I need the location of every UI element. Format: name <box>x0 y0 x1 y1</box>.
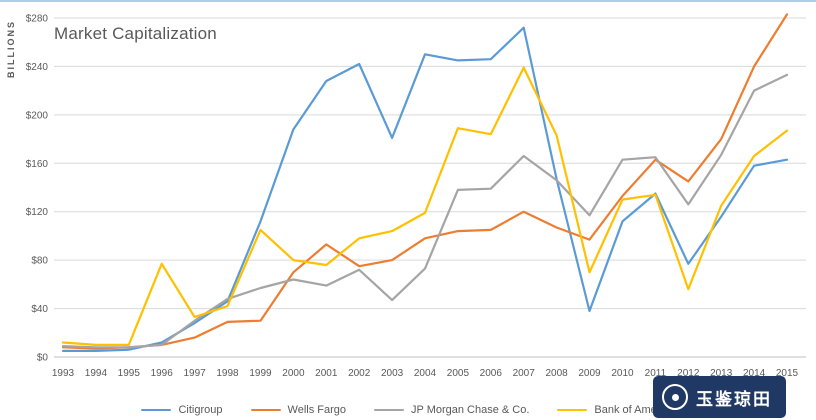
svg-text:$120: $120 <box>26 207 49 218</box>
svg-text:1995: 1995 <box>118 368 141 379</box>
top-border-line <box>0 0 816 2</box>
chart-title: Market Capitalization <box>54 24 217 43</box>
svg-text:2015: 2015 <box>776 368 799 379</box>
legend-line-citigroup <box>141 408 172 412</box>
legend-label-jp-morgan: JP Morgan Chase & Co. <box>411 404 530 416</box>
svg-text:$280: $280 <box>26 14 49 25</box>
svg-text:2000: 2000 <box>282 368 305 379</box>
svg-text:2004: 2004 <box>414 368 437 379</box>
svg-text:1997: 1997 <box>183 368 206 379</box>
legend-line-bank-of-america <box>557 408 588 412</box>
chart-legend: Citigroup Wells Fargo JP Morgan Chase & … <box>0 404 816 416</box>
svg-text:$200: $200 <box>26 110 49 121</box>
legend-item-citigroup: Citigroup <box>141 404 223 416</box>
svg-text:2006: 2006 <box>480 368 503 379</box>
legend-line-wells-fargo <box>250 408 281 412</box>
legend-line-jp-morgan <box>374 408 404 412</box>
svg-text:$160: $160 <box>26 159 49 170</box>
svg-text:2002: 2002 <box>348 368 371 379</box>
watermark-logo-icon <box>662 384 688 410</box>
svg-text:1998: 1998 <box>216 368 239 379</box>
svg-text:2009: 2009 <box>578 368 601 379</box>
legend-item-wells-fargo: Wells Fargo <box>250 404 346 416</box>
legend-item-jp-morgan: JP Morgan Chase & Co. <box>374 404 529 416</box>
svg-text:2012: 2012 <box>677 368 700 379</box>
svg-text:2001: 2001 <box>315 368 338 379</box>
svg-text:2010: 2010 <box>611 368 634 379</box>
svg-text:1993: 1993 <box>52 368 75 379</box>
legend-label-wells-fargo: Wells Fargo <box>287 404 346 416</box>
svg-text:2014: 2014 <box>743 368 766 379</box>
svg-text:2008: 2008 <box>545 368 568 379</box>
svg-text:2005: 2005 <box>447 368 470 379</box>
watermark-text: 玉鉴琼田 <box>696 389 772 409</box>
svg-text:1996: 1996 <box>151 368 174 379</box>
svg-text:$80: $80 <box>31 256 48 267</box>
svg-text:2007: 2007 <box>513 368 536 379</box>
svg-text:$40: $40 <box>31 304 48 315</box>
svg-text:2013: 2013 <box>710 368 733 379</box>
svg-text:1999: 1999 <box>249 368 272 379</box>
svg-text:2003: 2003 <box>381 368 404 379</box>
watermark-badge: 玉鉴琼田 <box>653 376 786 418</box>
svg-text:$0: $0 <box>37 353 49 364</box>
svg-text:2011: 2011 <box>645 368 667 379</box>
svg-text:$240: $240 <box>26 62 49 73</box>
y-axis-label: BILLIONS <box>6 20 16 78</box>
legend-label-citigroup: Citigroup <box>178 404 223 416</box>
svg-text:1994: 1994 <box>85 368 108 379</box>
